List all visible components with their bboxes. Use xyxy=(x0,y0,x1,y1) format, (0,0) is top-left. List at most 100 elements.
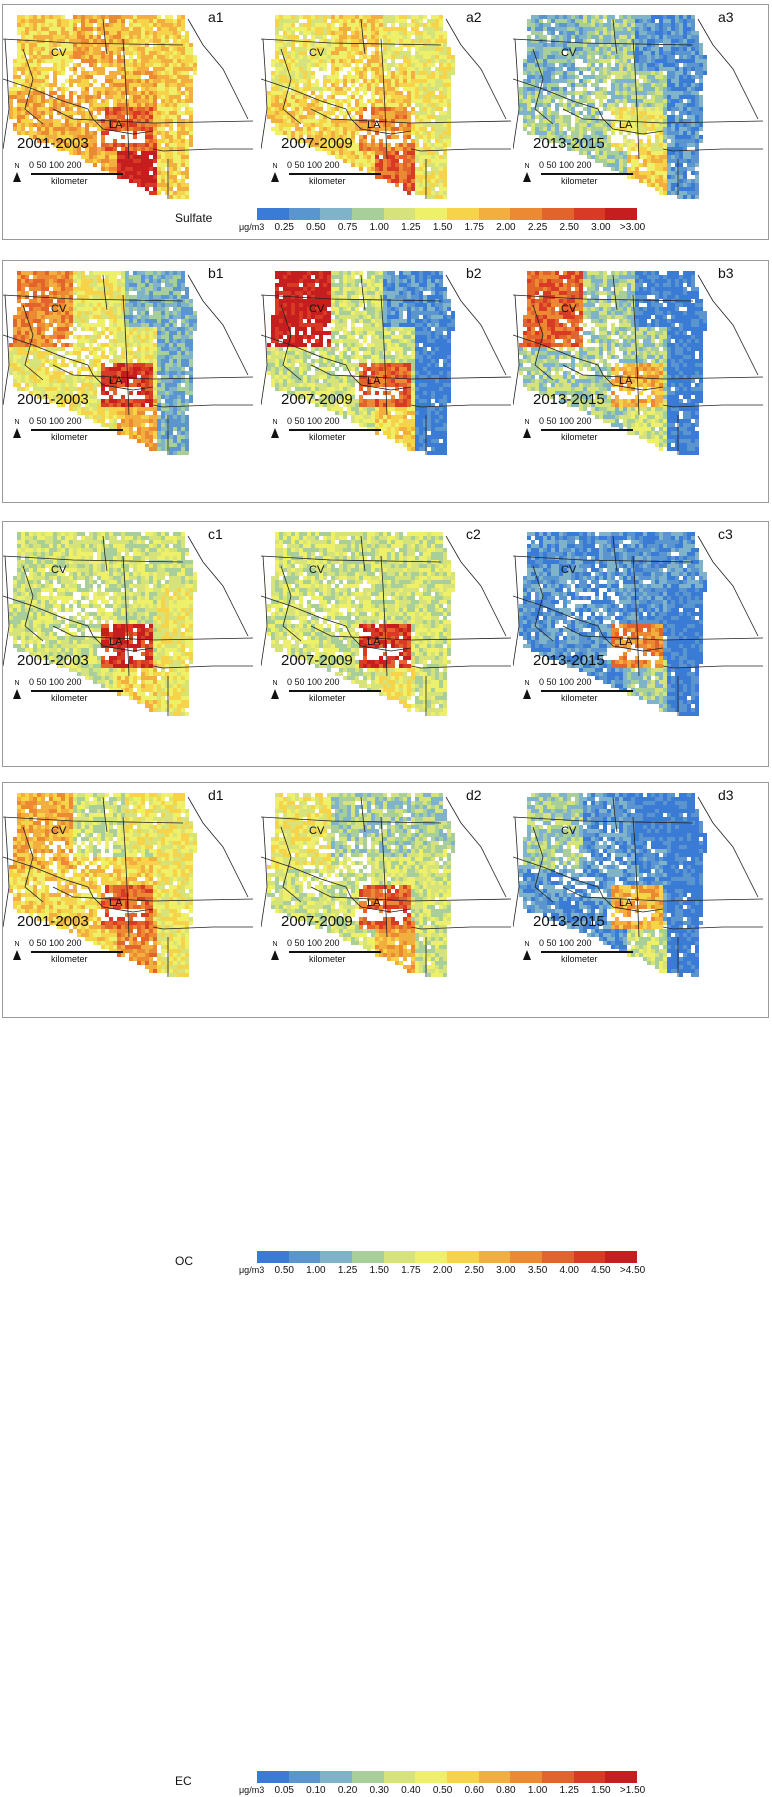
grid-cell xyxy=(679,99,683,103)
grid-cell xyxy=(403,95,407,99)
grid-cell xyxy=(45,127,49,131)
grid-cell xyxy=(671,123,675,127)
grid-cell xyxy=(109,71,113,75)
grid-cell xyxy=(169,91,173,95)
grid-cell xyxy=(113,111,117,115)
grid-cell xyxy=(283,27,287,31)
grid-cell xyxy=(351,31,355,35)
grid-cell xyxy=(69,43,73,47)
grid-cell xyxy=(161,95,165,99)
grid-cell xyxy=(129,43,133,47)
grid-cell xyxy=(591,91,595,95)
grid-cell xyxy=(77,47,81,51)
grid-cell xyxy=(375,143,379,147)
grid-cell xyxy=(105,287,109,291)
grid-cell xyxy=(411,43,415,47)
grid-cell xyxy=(431,195,435,199)
grid-cell xyxy=(41,67,45,71)
grid-cell xyxy=(45,27,49,31)
grid-cell xyxy=(169,71,173,75)
grid-cell xyxy=(113,271,117,275)
grid-cell xyxy=(443,47,447,51)
grid-cell xyxy=(121,287,125,291)
grid-cell xyxy=(81,55,85,59)
grid-cell xyxy=(623,47,627,51)
grid-cell xyxy=(45,31,49,35)
grid-cell xyxy=(311,111,315,115)
grid-cell xyxy=(387,155,391,159)
grid-cell xyxy=(643,83,647,87)
grid-cell xyxy=(153,115,157,119)
grid-cell xyxy=(109,51,113,55)
grid-cell xyxy=(9,95,13,99)
grid-cell xyxy=(375,19,379,23)
grid-cell xyxy=(25,43,29,47)
grid-cell xyxy=(271,87,275,91)
grid-cell xyxy=(635,91,639,95)
grid-cell xyxy=(379,159,383,163)
grid-cell xyxy=(667,55,671,59)
grid-cell xyxy=(17,43,21,47)
grid-cell xyxy=(395,159,399,163)
grid-cell xyxy=(89,23,93,27)
grid-cell xyxy=(169,171,173,175)
grid-cell xyxy=(137,63,141,67)
grid-cell xyxy=(407,87,411,91)
grid-cell xyxy=(101,279,105,283)
grid-cell xyxy=(49,283,53,287)
grid-cell xyxy=(663,191,667,195)
grid-cell xyxy=(339,39,343,43)
grid-cell xyxy=(447,127,451,131)
grid-cell xyxy=(275,23,279,27)
grid-cell xyxy=(651,171,655,175)
grid-cell xyxy=(411,39,415,43)
grid-cell xyxy=(177,135,181,139)
grid-cell xyxy=(387,107,391,111)
grid-cell xyxy=(591,35,595,39)
grid-cell xyxy=(431,27,435,31)
grid-cell xyxy=(339,51,343,55)
grid-cell xyxy=(639,59,643,63)
grid-cell xyxy=(307,103,311,107)
grid-cell xyxy=(279,87,283,91)
grid-cell xyxy=(695,51,699,55)
grid-cell xyxy=(603,47,607,51)
grid-cell xyxy=(29,51,33,55)
grid-cell xyxy=(141,35,145,39)
grid-cell xyxy=(411,71,415,75)
grid-cell xyxy=(527,67,531,71)
grid-cell xyxy=(663,75,667,79)
grid-cell xyxy=(411,159,415,163)
grid-cell xyxy=(443,83,447,87)
grid-cell xyxy=(57,27,61,31)
grid-cell xyxy=(185,171,189,175)
grid-cell xyxy=(189,143,193,147)
grid-cell xyxy=(655,91,659,95)
grid-cell xyxy=(21,31,25,35)
grid-cell xyxy=(447,87,451,91)
grid-cell xyxy=(655,95,659,99)
grid-cell xyxy=(129,107,133,111)
grid-cell xyxy=(415,135,419,139)
grid-cell xyxy=(535,91,539,95)
grid-cell xyxy=(403,115,407,119)
grid-cell xyxy=(671,63,675,67)
grid-cell xyxy=(539,23,543,27)
grid-cell xyxy=(595,95,599,99)
grid-cell xyxy=(105,159,109,163)
grid-cell xyxy=(415,19,419,23)
grid-cell xyxy=(157,103,161,107)
grid-cell xyxy=(403,111,407,115)
grid-cell xyxy=(431,143,435,147)
grid-cell xyxy=(283,79,287,83)
grid-cell xyxy=(379,87,383,91)
grid-cell xyxy=(675,167,679,171)
grid-cell xyxy=(307,19,311,23)
grid-cell xyxy=(25,71,29,75)
grid-cell xyxy=(33,287,37,291)
grid-cell xyxy=(41,291,45,295)
legend-swatch xyxy=(415,208,447,220)
grid-cell xyxy=(351,67,355,71)
grid-cell xyxy=(375,167,379,171)
grid-cell xyxy=(283,75,287,79)
